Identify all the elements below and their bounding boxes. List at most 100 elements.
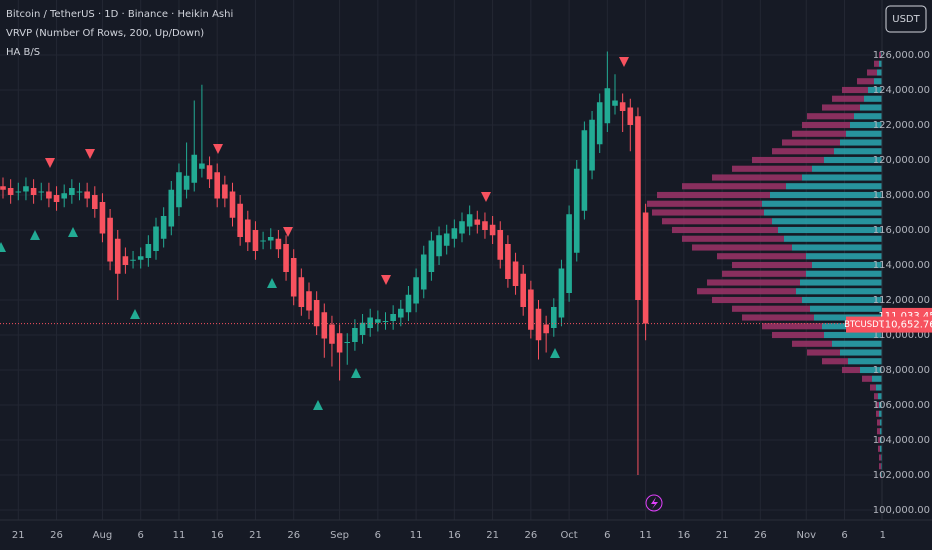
candle-body — [420, 254, 427, 290]
sell-signal — [283, 227, 293, 237]
profile-up — [880, 436, 882, 444]
profile-down — [878, 436, 880, 444]
profile-up — [840, 349, 882, 356]
profile-up — [824, 156, 882, 164]
x-tick-label: 26 — [287, 530, 300, 541]
symbol-label: BTCUSDT — [844, 320, 885, 330]
candle-body — [53, 195, 60, 202]
profile-down — [792, 130, 846, 137]
profile-down — [662, 218, 772, 225]
profile-up — [786, 183, 882, 190]
candle-body — [382, 321, 389, 322]
candle-body — [252, 230, 259, 251]
candle-body — [61, 193, 67, 199]
candle-body — [206, 165, 213, 180]
candle-body — [520, 273, 526, 307]
candle-body — [352, 328, 358, 342]
profile-down — [822, 104, 860, 111]
sell-signal — [213, 144, 223, 154]
profile-down — [732, 261, 812, 269]
sell-signal — [381, 275, 391, 285]
buy-signal — [267, 278, 277, 288]
symbol-badge — [846, 316, 882, 333]
profile-up — [770, 191, 882, 199]
currency-button[interactable] — [885, 5, 927, 33]
candle-body — [69, 188, 75, 195]
candle-body — [589, 119, 595, 171]
candle-body — [0, 186, 6, 190]
profile-down — [877, 428, 880, 435]
profile-up — [876, 384, 882, 391]
profile-up — [772, 218, 882, 225]
candle-body — [581, 130, 588, 211]
candle-body — [566, 214, 572, 293]
currency-label[interactable]: USDT — [892, 14, 920, 25]
candle-body — [84, 191, 90, 199]
candle-body — [451, 228, 458, 239]
candle-body — [436, 235, 442, 257]
candle-body — [199, 163, 205, 169]
chart-title: Bitcoin / TetherUS · 1D · Binance · Heik… — [6, 9, 233, 20]
candle-body — [459, 221, 465, 234]
candle-body — [474, 219, 481, 225]
profile-down — [682, 183, 786, 190]
candle-body — [229, 191, 236, 218]
x-tick-label: 6 — [841, 530, 847, 541]
buy-signal — [351, 368, 361, 378]
indicator-label: VRVP (Number Of Rows, 200, Up/Down) — [6, 28, 204, 39]
profile-down — [832, 95, 864, 102]
buy-signal — [30, 230, 40, 240]
candle-body — [329, 324, 335, 344]
candle-body — [642, 212, 649, 324]
profile-up — [854, 113, 882, 120]
profile-down — [717, 253, 806, 260]
candle-body — [558, 268, 565, 318]
candle-body — [245, 219, 251, 243]
profile-up — [832, 340, 882, 347]
x-tick-label: 11 — [639, 530, 652, 541]
candle-body — [222, 184, 228, 199]
profile-up — [812, 261, 882, 269]
profile-down — [782, 139, 840, 146]
candle-body — [528, 289, 534, 330]
candle-body — [122, 256, 129, 265]
profile-up — [846, 130, 882, 137]
profile-down — [652, 209, 764, 216]
buy-signal — [0, 242, 6, 252]
candle-body — [23, 186, 29, 192]
x-tick-label: 6 — [138, 530, 144, 541]
profile-down — [752, 156, 824, 164]
profile-down — [742, 314, 814, 321]
y-tick-label: 126,000.00 — [873, 50, 930, 61]
candle-body — [260, 240, 266, 242]
y-tick-label: 110,000.00 — [873, 330, 930, 341]
event-icon[interactable] — [645, 494, 663, 512]
y-tick-label: 116,000.00 — [873, 225, 930, 236]
candle-body — [183, 175, 190, 190]
x-tick-label: 1 — [880, 530, 886, 541]
x-tick-label: 11 — [410, 530, 423, 541]
y-tick-label: 120,000.00 — [873, 155, 930, 166]
candle-body — [573, 168, 580, 253]
buy-signal — [550, 348, 560, 358]
candle-body — [596, 102, 603, 145]
y-tick-label: 102,000.00 — [873, 470, 930, 481]
profile-down — [842, 366, 860, 374]
x-tick-label: Oct — [560, 530, 577, 541]
candle-body — [428, 240, 435, 272]
profile-up — [860, 366, 882, 374]
profile-up — [879, 410, 882, 417]
candle-body — [130, 259, 136, 261]
profile-up — [848, 358, 882, 365]
candle-body — [38, 191, 45, 193]
profile-up — [878, 393, 882, 400]
candle-body — [298, 277, 305, 307]
x-tick-label: Nov — [796, 530, 816, 541]
candle-body — [237, 203, 243, 237]
candle-body — [551, 307, 557, 328]
x-tick-label: 21 — [486, 530, 499, 541]
profile-down — [878, 445, 880, 452]
candle-body — [543, 324, 549, 334]
candle-body — [267, 237, 274, 241]
x-tick-label: 6 — [375, 530, 381, 541]
